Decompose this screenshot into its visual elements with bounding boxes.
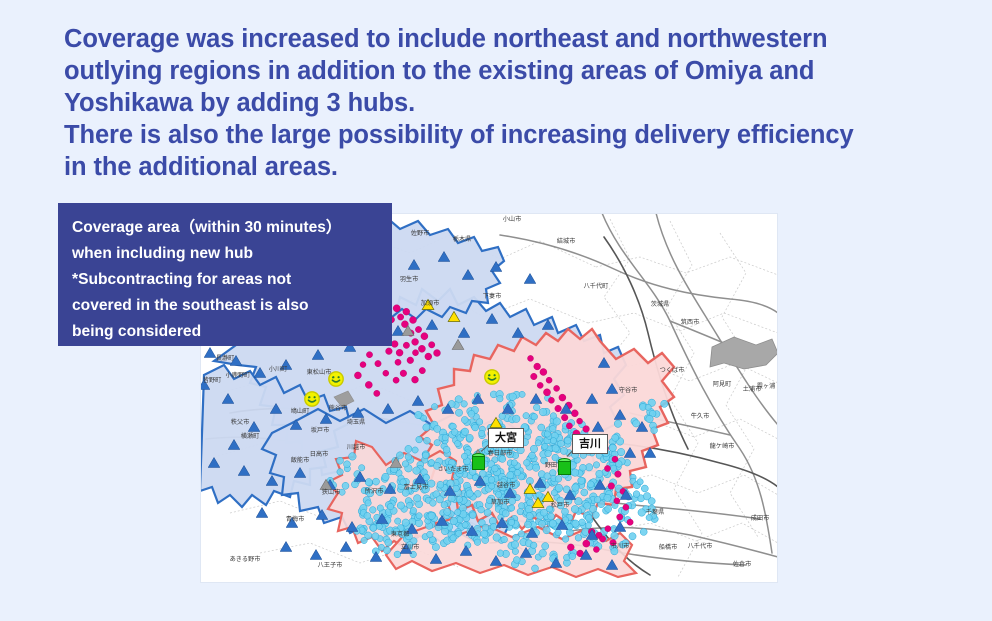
map-border xyxy=(200,213,778,583)
svg-text:所沢市: 所沢市 xyxy=(365,487,384,495)
svg-text:日高市: 日高市 xyxy=(310,450,329,458)
svg-text:阿見町: 阿見町 xyxy=(713,380,732,388)
svg-text:佐倉市: 佐倉市 xyxy=(733,560,752,568)
lake-kasumigaura xyxy=(709,336,778,370)
hub-marker-omiya[interactable] xyxy=(472,453,485,470)
svg-text:青梅市: 青梅市 xyxy=(286,515,305,523)
svg-text:茨城県: 茨城県 xyxy=(651,300,670,308)
svg-text:皆野町: 皆野町 xyxy=(203,376,222,384)
svg-text:成田市: 成田市 xyxy=(751,514,770,522)
svg-text:守谷市: 守谷市 xyxy=(619,386,638,394)
svg-text:牛久市: 牛久市 xyxy=(691,412,710,420)
svg-text:小山市: 小山市 xyxy=(503,215,522,223)
page-title: Coverage was increased to include northe… xyxy=(64,25,854,181)
svg-text:川越市: 川越市 xyxy=(347,443,366,451)
svg-text:鳩山町: 鳩山町 xyxy=(291,407,310,415)
svg-text:熊谷市: 熊谷市 xyxy=(329,404,348,412)
lake-small-mid xyxy=(333,390,355,408)
svg-text:八王子市: 八王子市 xyxy=(318,561,343,569)
smiley-hub-markers xyxy=(304,369,500,407)
svg-text:松戸市: 松戸市 xyxy=(551,501,570,509)
svg-text:越谷市: 越谷市 xyxy=(497,481,516,489)
svg-text:霞ヶ浦: 霞ヶ浦 xyxy=(757,382,776,390)
svg-text:長瀞町: 長瀞町 xyxy=(216,354,235,362)
delivery-coverage-map: 栃木県 佐野市 小山市結城市羽生市加須市 下妻市茨城県 八千代町筑西市つくば市守谷市 阿見… xyxy=(200,213,778,583)
svg-text:栃木県: 栃木県 xyxy=(453,235,472,243)
svg-text:小川町: 小川町 xyxy=(269,365,288,373)
svg-text:土浦市: 土浦市 xyxy=(743,385,762,393)
svg-text:飯能市: 飯能市 xyxy=(291,456,310,464)
svg-text:東京都: 東京都 xyxy=(391,530,410,538)
svg-text:八千代町: 八千代町 xyxy=(584,282,609,290)
dense-delivery-point-cloud xyxy=(326,390,669,573)
svg-text:下妻市: 下妻市 xyxy=(483,292,502,300)
svg-text:東松山市: 東松山市 xyxy=(307,368,332,376)
svg-text:狭山市: 狭山市 xyxy=(322,488,341,496)
svg-text:野田市: 野田市 xyxy=(545,461,564,469)
svg-text:あきる野市: あきる野市 xyxy=(230,555,261,563)
svg-text:加須市: 加須市 xyxy=(421,299,440,307)
svg-text:八千代市: 八千代市 xyxy=(688,542,713,550)
svg-text:さいたま市: さいたま市 xyxy=(438,465,469,473)
hub-body-yoshikawa xyxy=(558,461,571,475)
hub-body-omiya xyxy=(472,456,485,470)
facility-markers-blue xyxy=(200,250,657,570)
coverage-caption-box: Coverage area（within 30 minutes） when in… xyxy=(58,203,392,346)
svg-text:龍ケ崎市: 龍ケ崎市 xyxy=(710,442,735,450)
svg-text:秩父市: 秩父市 xyxy=(231,418,250,426)
svg-text:千葉県: 千葉県 xyxy=(646,508,665,516)
svg-text:春日部市: 春日部市 xyxy=(488,449,513,457)
svg-text:小鹿野町: 小鹿野町 xyxy=(226,371,251,379)
svg-text:坂戸市: 坂戸市 xyxy=(311,426,330,434)
svg-text:結城市: 結城市 xyxy=(557,237,576,245)
svg-text:市川市: 市川市 xyxy=(611,542,630,550)
svg-text:つくば市: つくば市 xyxy=(660,366,685,374)
svg-text:船橋市: 船橋市 xyxy=(659,543,678,551)
hub-label-omiya: 大宮 xyxy=(488,428,524,448)
hub-label-yoshikawa: 吉川 xyxy=(572,434,608,454)
svg-text:羽生市: 羽生市 xyxy=(400,275,419,283)
svg-text:立川市: 立川市 xyxy=(401,543,420,551)
svg-text:佐野市: 佐野市 xyxy=(411,229,430,237)
svg-text:草加市: 草加市 xyxy=(491,498,510,506)
svg-text:富士見市: 富士見市 xyxy=(404,483,429,491)
hub-marker-yoshikawa[interactable] xyxy=(558,458,571,475)
facility-markers-yellow xyxy=(421,298,555,508)
svg-text:筑西市: 筑西市 xyxy=(681,318,700,326)
svg-text:埼玉県: 埼玉県 xyxy=(347,418,366,426)
svg-text:横瀬町: 横瀬町 xyxy=(241,432,260,440)
